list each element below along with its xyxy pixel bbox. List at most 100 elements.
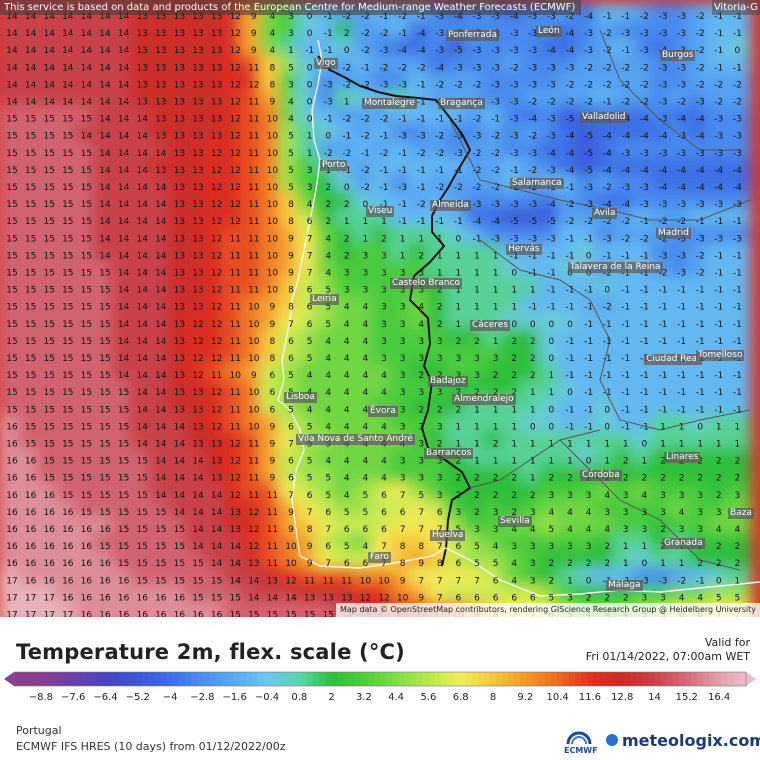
temperature-value: 13 bbox=[211, 98, 222, 108]
temperature-value: -1 bbox=[714, 303, 723, 313]
temperature-value: 15 bbox=[99, 457, 110, 467]
temperature-value: 2 bbox=[716, 474, 722, 484]
temperature-value: -1 bbox=[398, 115, 407, 125]
color-scale-tick-label: 10.4 bbox=[546, 692, 568, 703]
temperature-value: 6 bbox=[325, 508, 331, 518]
temperature-value: 7 bbox=[288, 440, 294, 450]
temperature-value: 15 bbox=[25, 405, 36, 415]
temperature-value: 15 bbox=[155, 559, 166, 569]
temperature-value: -5 bbox=[510, 217, 519, 227]
meteologix-brand[interactable]: meteologix.com bbox=[604, 731, 760, 750]
temperature-value: -4 bbox=[603, 166, 612, 176]
temperature-value: 3 bbox=[400, 371, 406, 381]
temperature-value: -1 bbox=[659, 320, 668, 330]
temperature-value: -2 bbox=[361, 115, 370, 125]
temperature-value: 3 bbox=[400, 337, 406, 347]
temperature-value: 3 bbox=[530, 559, 536, 569]
temperature-value: -1 bbox=[584, 371, 593, 381]
temperature-value: -2 bbox=[677, 98, 686, 108]
temperature-value: 13 bbox=[192, 405, 203, 415]
temperature-value: 14 bbox=[99, 183, 111, 193]
temperature-value: 3 bbox=[400, 422, 406, 432]
temperature-value: 13 bbox=[136, 46, 147, 56]
temperature-value: 16 bbox=[62, 559, 74, 569]
temperature-value: 14 bbox=[211, 491, 223, 501]
temperature-value: 8 bbox=[400, 559, 406, 569]
temperature-value: 9 bbox=[270, 303, 276, 313]
temperature-value: 15 bbox=[174, 559, 185, 569]
color-scale-tick-label: 16.4 bbox=[708, 692, 730, 703]
color-scale-tick-label: 6.8 bbox=[453, 692, 469, 703]
temperature-value: -2 bbox=[714, 98, 723, 108]
temperature-value: -4 bbox=[621, 166, 630, 176]
temperature-value: 3 bbox=[418, 354, 424, 364]
temperature-value: 1 bbox=[456, 251, 462, 261]
temperature-value: 14 bbox=[136, 422, 148, 432]
temperature-value: 3 bbox=[307, 183, 313, 193]
color-scale-segment bbox=[526, 672, 534, 686]
temperature-value: -2 bbox=[380, 63, 389, 73]
temperature-value: 2 bbox=[474, 508, 480, 518]
temperature-value: 15 bbox=[6, 217, 17, 227]
temperature-value: 16 bbox=[81, 593, 93, 603]
temperature-value: 14 bbox=[99, 98, 111, 108]
temperature-map[interactable]: 14 14 14 14 14 14 14 13 13 13 13 13 12 9 4 3 0 -1 -2 -2 -1 -2… bbox=[0, 0, 760, 617]
temperature-value: -2 bbox=[603, 80, 612, 90]
temperature-value: 1 bbox=[474, 405, 480, 415]
temperature-value: 2 bbox=[660, 525, 666, 535]
temperature-value: 15 bbox=[99, 388, 110, 398]
temperature-value: 10 bbox=[229, 371, 241, 381]
temperature-value: 2 bbox=[549, 474, 555, 484]
temperature-value: 10 bbox=[248, 388, 260, 398]
temperature-value: 2 bbox=[735, 559, 741, 569]
temperature-value: 15 bbox=[43, 354, 54, 364]
city-label: Tomelloso bbox=[696, 350, 745, 361]
temperature-value: 15 bbox=[62, 269, 73, 279]
temperature-value: 1 bbox=[363, 234, 369, 244]
temperature-value: 3 bbox=[418, 474, 424, 484]
temperature-value: -3 bbox=[547, 115, 556, 125]
temperature-value: -1 bbox=[361, 149, 370, 159]
temperature-value: -4 bbox=[547, 46, 556, 56]
temperature-value: 14 bbox=[62, 98, 74, 108]
temperature-value: 13 bbox=[192, 46, 203, 56]
temperature-value: 2 bbox=[418, 405, 424, 415]
temperature-value: 5 bbox=[474, 542, 480, 552]
temperature-value: 15 bbox=[25, 217, 36, 227]
temperature-value: 9 bbox=[418, 593, 424, 603]
temperature-value: 14 bbox=[62, 46, 74, 56]
temperature-value: 2 bbox=[604, 559, 610, 569]
temperature-value: 13 bbox=[174, 269, 185, 279]
color-scale-tick-label: 3.2 bbox=[356, 692, 372, 703]
temperature-value: 12 bbox=[211, 422, 222, 432]
temperature-value: 8 bbox=[437, 559, 443, 569]
temperature-value: -1 bbox=[342, 132, 351, 142]
temperature-value: -2 bbox=[621, 217, 630, 227]
temperature-value: 4 bbox=[363, 320, 369, 330]
temperature-value: -2 bbox=[603, 303, 612, 313]
temperature-value: 13 bbox=[192, 115, 203, 125]
temperature-value: 14 bbox=[136, 183, 148, 193]
temperature-value: 6 bbox=[344, 525, 350, 535]
color-scale-segment bbox=[75, 672, 82, 686]
temperature-value: 15 bbox=[174, 576, 185, 586]
temperature-value: 11 bbox=[229, 303, 240, 313]
temperature-value: 13 bbox=[192, 286, 203, 296]
temperature-value: 4 bbox=[288, 98, 294, 108]
temperature-value: 13 bbox=[192, 63, 203, 73]
temperature-value: -1 bbox=[547, 251, 556, 261]
temperature-value: 14 bbox=[118, 371, 130, 381]
color-scale-tick-label: 9.2 bbox=[517, 692, 533, 703]
temperature-value: 2 bbox=[549, 576, 555, 586]
temperature-value: 14 bbox=[136, 388, 148, 398]
temperature-value: -1 bbox=[640, 303, 649, 313]
color-scale-segment bbox=[703, 672, 710, 686]
color-scale-segment bbox=[361, 672, 369, 686]
color-scale-segment bbox=[654, 672, 662, 686]
temperature-value: 14 bbox=[155, 422, 167, 432]
temperature-value: -3 bbox=[473, 63, 482, 73]
temperature-value: 1 bbox=[474, 422, 480, 432]
color-scale-segment bbox=[343, 672, 351, 686]
temperature-value: 5 bbox=[288, 371, 294, 381]
temperature-value: 5 bbox=[474, 559, 480, 569]
